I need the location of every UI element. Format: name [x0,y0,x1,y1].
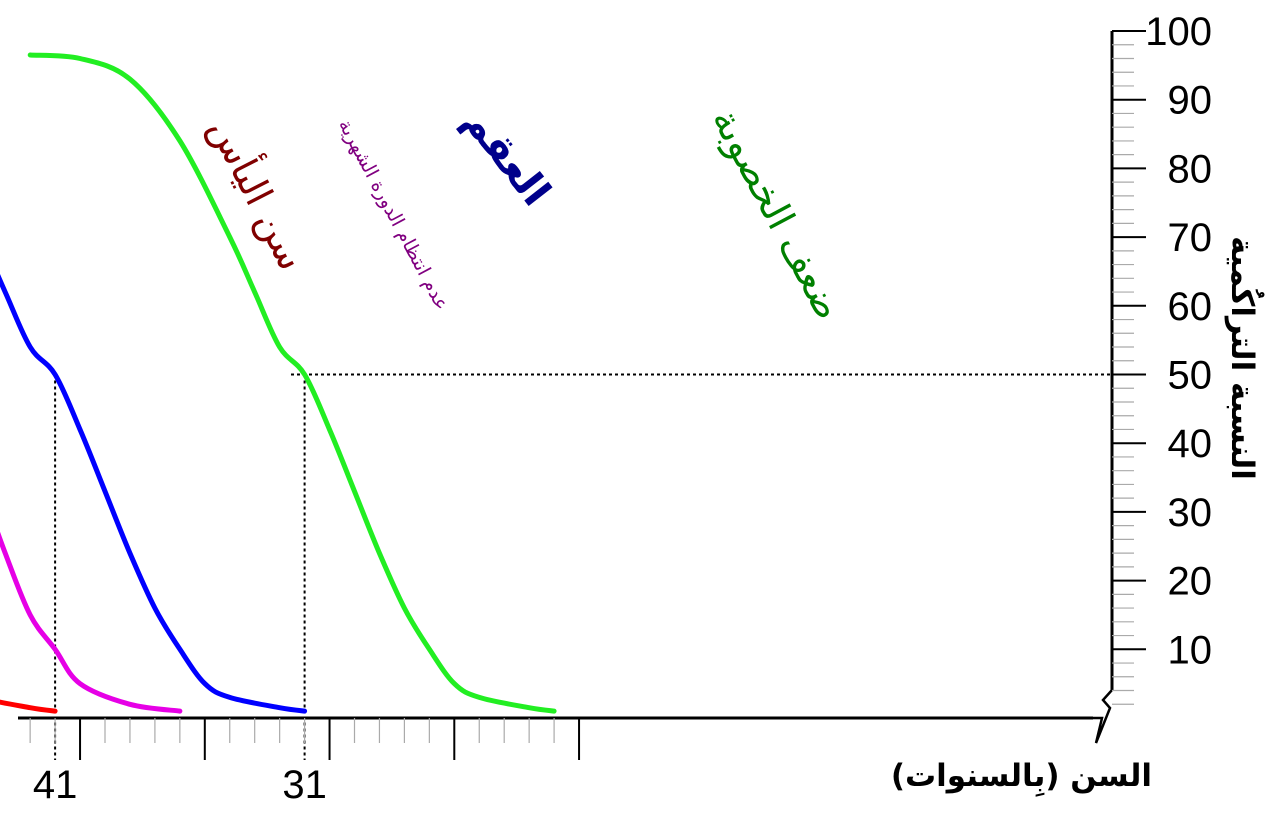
y-minor-ticks [1112,44,1134,705]
y-tick-label: 100 [1145,10,1212,54]
series-line-4 [27,52,557,714]
y-axis-title: النسبة التراكُمية [1224,236,1265,480]
y-tick-label: 50 [1168,354,1213,398]
y-tick-label: 70 [1168,216,1213,260]
labels-layer: السن (بِالسنوات) النسبة التراكُمية 60514… [33,10,1265,807]
series-line-2 [0,531,183,714]
series-layer [0,52,557,714]
y-major-ticks [1112,30,1146,651]
x-tick-label: 31 [282,763,327,807]
y-tick-label: 90 [1168,79,1213,123]
series-line-3 [0,274,308,714]
series-label-4: ضعف الخصوبة [702,101,851,327]
x-axis-title: السن (بِالسنوات) [891,758,1152,797]
y-tick-label: 60 [1168,285,1213,329]
y-tick-label: 40 [1168,422,1213,466]
y-tick-label: 30 [1168,491,1213,535]
series-label-1: سن اليأس [199,109,317,278]
x-minor-ticks [29,718,580,743]
reference-lines [54,373,1112,760]
y-tick-label: 20 [1168,560,1213,604]
series-label-2: عدم انتظام الدورة الشهرية [334,116,453,314]
x-major-ticks [79,718,581,760]
axes [18,30,1146,760]
y-axis-break-mark [1093,689,1113,744]
y-tick-label: 80 [1168,147,1213,191]
y-tick-label: 10 [1168,628,1213,672]
x-tick-label: 41 [33,763,78,807]
series-label-3: العقم [454,99,559,215]
